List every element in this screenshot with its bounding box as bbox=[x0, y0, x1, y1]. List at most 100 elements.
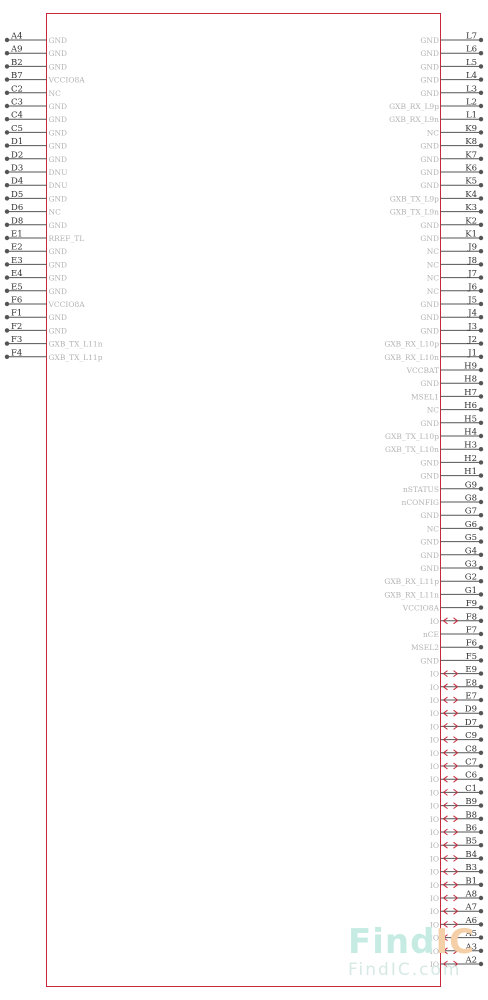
pin-left-d6: D6 NC bbox=[4, 203, 61, 217]
pin-right-j7: J7 NC bbox=[427, 269, 484, 283]
pin-right-j2: J2 GXB_RX_L10p bbox=[384, 335, 484, 349]
pin-right-b8: B8 IO bbox=[430, 810, 484, 824]
pin-end-dot bbox=[4, 249, 10, 254]
pin-number: L5 bbox=[466, 58, 477, 68]
pin-right-j8: J8 NC bbox=[427, 256, 484, 269]
pin-end-dot bbox=[4, 341, 10, 346]
pin-number: F2 bbox=[11, 322, 22, 332]
pin-name: DNU bbox=[49, 168, 68, 177]
pin-name: GND bbox=[49, 36, 68, 45]
pin-left-f1: F1 GND bbox=[4, 309, 67, 322]
pin-end-dot bbox=[478, 381, 484, 386]
pin-number: A4 bbox=[10, 32, 23, 42]
pin-right-k7: K7 GND bbox=[420, 150, 484, 164]
pin-name: GND bbox=[49, 62, 68, 71]
pin-end-dot bbox=[478, 288, 484, 293]
pin-right-g1: G1 GXB_RX_L11n bbox=[384, 586, 484, 599]
pin-number: G1 bbox=[465, 586, 477, 596]
pin-number: G2 bbox=[465, 573, 477, 583]
bidirectional-arrow-icon bbox=[443, 841, 458, 849]
pin-number: C9 bbox=[465, 731, 477, 741]
pin-right-c1: C1 IO bbox=[430, 784, 484, 797]
pin-name: IO bbox=[430, 788, 439, 797]
pin-right-l4: L4 GND bbox=[420, 71, 484, 85]
pin-number: D2 bbox=[11, 150, 23, 160]
pin-left-c3: C3 GND bbox=[4, 98, 68, 111]
pin-end-dot bbox=[478, 77, 484, 82]
pin-end-dot bbox=[4, 222, 10, 227]
pin-name: GND bbox=[49, 287, 68, 296]
pin-end-dot bbox=[478, 103, 484, 109]
pin-end-dot bbox=[4, 143, 10, 148]
pin-name: NC bbox=[49, 89, 62, 98]
pin-name: GND bbox=[420, 511, 439, 520]
pin-number: L1 bbox=[466, 111, 477, 121]
pin-right-j1: J1 GXB_RX_L10n bbox=[384, 348, 484, 362]
pin-name: GND bbox=[420, 234, 439, 243]
pin-name: GND bbox=[49, 102, 68, 111]
pin-number: E4 bbox=[11, 269, 23, 279]
pin-end-dot bbox=[4, 117, 10, 122]
component-body bbox=[46, 13, 441, 987]
bidirectional-arrow-icon bbox=[443, 960, 458, 968]
pin-end-dot bbox=[478, 750, 484, 755]
watermark-logo-ic: IC bbox=[435, 922, 476, 962]
pin-number: G9 bbox=[465, 480, 477, 490]
pin-left-f3: F3 GXB_TX_L11n bbox=[4, 335, 103, 349]
pin-end-dot bbox=[478, 922, 484, 927]
pin-name: IO bbox=[430, 960, 439, 969]
pin-number: A2 bbox=[464, 956, 477, 966]
pin-number: A9 bbox=[10, 45, 23, 55]
pin-number: H4 bbox=[464, 428, 477, 438]
pin-right-a3: A3 IO bbox=[430, 942, 484, 956]
pin-name: IO bbox=[430, 696, 439, 705]
pin-name: NC bbox=[427, 406, 440, 415]
pin-right-e8: E8 IO bbox=[430, 678, 484, 692]
pin-end-dot bbox=[478, 460, 484, 465]
pin-end-dot bbox=[4, 196, 10, 201]
pin-name: IO bbox=[430, 854, 439, 863]
pin-end-dot bbox=[478, 235, 484, 241]
pin-right-k8: K8 GND bbox=[420, 137, 484, 151]
pin-left-a4: A4 GND bbox=[4, 32, 68, 45]
pin-name: GND bbox=[420, 300, 439, 309]
watermark-logo-find: Find bbox=[348, 922, 436, 962]
pin-name: IO bbox=[430, 828, 439, 837]
pin-end-dot bbox=[4, 51, 10, 56]
pin-end-dot bbox=[478, 447, 484, 452]
pin-end-dot bbox=[478, 711, 484, 716]
pin-right-h9: H9 VCCBAT bbox=[406, 362, 484, 375]
pin-name: GND bbox=[420, 326, 439, 335]
pin-name: MSEL1 bbox=[411, 392, 439, 401]
pin-left-d5: D5 GND bbox=[4, 190, 67, 203]
pin-number: A6 bbox=[464, 916, 477, 926]
pin-right-b3: B3 IO bbox=[430, 863, 484, 877]
bidirectional-arrow-icon bbox=[443, 683, 458, 691]
pin-name: GND bbox=[420, 142, 439, 151]
pin-end-dot bbox=[478, 671, 484, 676]
pin-number: J7 bbox=[467, 269, 477, 279]
pin-number: J2 bbox=[467, 335, 477, 345]
pin-number: G8 bbox=[465, 494, 477, 504]
bidirectional-arrow-icon bbox=[443, 828, 458, 836]
bidirectional-arrow-icon bbox=[443, 709, 458, 717]
pin-right-h4: H4 GXB_TX_L10p bbox=[385, 428, 484, 441]
pin-right-b4: B4 IO bbox=[430, 850, 484, 863]
pin-number: B1 bbox=[465, 876, 477, 886]
pin-end-dot bbox=[478, 117, 484, 122]
bidirectional-arrow-icon bbox=[443, 868, 458, 875]
pin-end-dot bbox=[478, 51, 484, 56]
pin-name: nCONFIG bbox=[402, 498, 439, 507]
pin-number: F6 bbox=[11, 296, 22, 306]
pin-number: B6 bbox=[465, 824, 477, 834]
pin-name: IO bbox=[430, 736, 439, 745]
pin-end-dot bbox=[478, 856, 484, 861]
pin-end-dot bbox=[4, 64, 10, 69]
pin-right-h8: H8 GND bbox=[420, 375, 484, 388]
pin-end-dot bbox=[478, 328, 484, 333]
pin-right-h7: H7 MSEL1 bbox=[411, 388, 484, 401]
pin-number: C1 bbox=[465, 784, 477, 794]
pin-name: IO bbox=[430, 868, 439, 877]
pin-end-dot bbox=[4, 301, 10, 307]
